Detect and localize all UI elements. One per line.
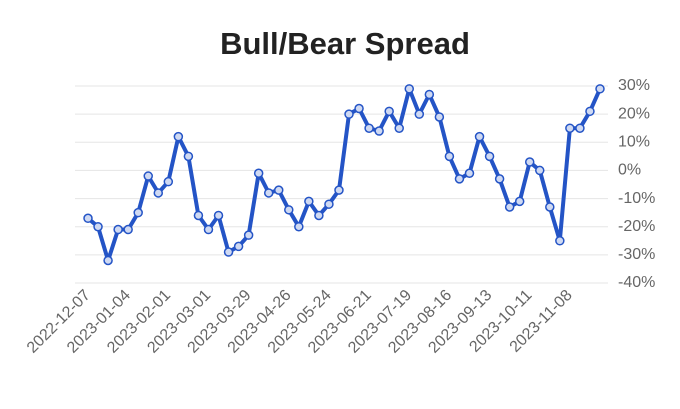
point bbox=[354, 103, 364, 114]
point bbox=[243, 230, 254, 240]
point bbox=[404, 84, 415, 94]
point bbox=[133, 207, 143, 218]
point bbox=[123, 224, 133, 235]
point bbox=[183, 151, 194, 162]
point bbox=[273, 185, 284, 195]
point bbox=[304, 196, 314, 207]
point bbox=[344, 109, 354, 119]
point bbox=[113, 224, 123, 235]
point bbox=[555, 236, 565, 246]
point bbox=[414, 109, 425, 119]
point bbox=[364, 123, 374, 133]
point bbox=[294, 221, 304, 232]
line bbox=[86, 86, 602, 263]
y-tick-label: -30% bbox=[618, 246, 655, 263]
point bbox=[173, 131, 184, 142]
point bbox=[203, 224, 214, 235]
point bbox=[143, 171, 153, 181]
point bbox=[545, 202, 555, 212]
point bbox=[424, 89, 435, 100]
point bbox=[213, 210, 224, 221]
y-tick-label: -10% bbox=[618, 190, 655, 207]
chart-title: Bull/Bear Spread bbox=[220, 26, 470, 61]
y-tick-label: 0% bbox=[618, 162, 641, 179]
point bbox=[394, 123, 404, 133]
point bbox=[514, 196, 525, 207]
point bbox=[575, 123, 585, 133]
point bbox=[565, 123, 575, 133]
point bbox=[324, 199, 334, 209]
point bbox=[253, 168, 264, 178]
point bbox=[193, 210, 204, 221]
point bbox=[233, 241, 244, 252]
point bbox=[524, 157, 535, 167]
point bbox=[223, 247, 234, 257]
point bbox=[93, 221, 103, 232]
y-tick-label: -40% bbox=[618, 274, 655, 291]
point bbox=[454, 174, 465, 184]
point bbox=[384, 106, 394, 117]
point bbox=[263, 188, 274, 198]
point bbox=[374, 126, 384, 136]
point bbox=[153, 188, 164, 198]
point bbox=[284, 205, 294, 215]
point bbox=[334, 185, 344, 195]
point bbox=[444, 151, 455, 162]
point bbox=[474, 131, 485, 142]
y-tick-label: 30% bbox=[618, 77, 650, 94]
point bbox=[535, 165, 545, 176]
y-tick-label: 20% bbox=[618, 105, 650, 122]
point bbox=[434, 112, 445, 122]
point bbox=[163, 176, 174, 187]
point bbox=[484, 151, 495, 162]
point bbox=[585, 106, 595, 117]
point bbox=[103, 255, 113, 266]
y-tick-label: 10% bbox=[618, 134, 650, 151]
point bbox=[314, 210, 324, 221]
point bbox=[494, 174, 505, 184]
point bbox=[595, 84, 605, 94]
y-tick-label: -20% bbox=[618, 218, 655, 235]
point bbox=[464, 168, 475, 178]
point bbox=[504, 202, 515, 212]
point bbox=[83, 213, 93, 224]
